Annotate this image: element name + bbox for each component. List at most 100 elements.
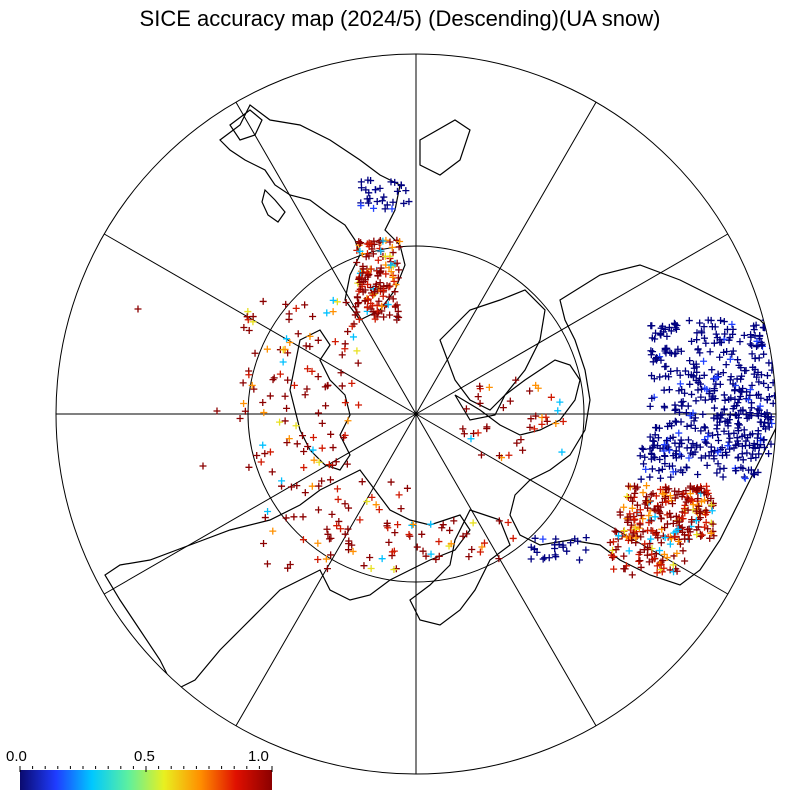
accuracy-marker bbox=[652, 354, 660, 362]
accuracy-marker bbox=[720, 405, 728, 413]
accuracy-marker bbox=[725, 438, 733, 446]
accuracy-marker bbox=[747, 331, 755, 339]
accuracy-marker bbox=[676, 451, 684, 459]
accuracy-marker bbox=[701, 438, 709, 446]
accuracy-marker bbox=[308, 367, 316, 375]
accuracy-marker bbox=[402, 187, 410, 195]
accuracy-marker bbox=[707, 519, 715, 527]
accuracy-marker bbox=[395, 266, 403, 274]
accuracy-marker bbox=[477, 451, 485, 459]
accuracy-marker bbox=[240, 399, 248, 407]
accuracy-marker bbox=[710, 455, 718, 463]
accuracy-marker bbox=[755, 450, 763, 458]
accuracy-marker bbox=[757, 371, 765, 379]
accuracy-marker bbox=[527, 415, 535, 423]
accuracy-marker bbox=[697, 454, 705, 462]
uk-coast bbox=[261, 188, 286, 223]
accuracy-marker bbox=[681, 367, 689, 375]
accuracy-marker bbox=[689, 440, 697, 448]
accuracy-marker bbox=[552, 420, 560, 428]
accuracy-marker bbox=[375, 506, 383, 514]
accuracy-marker bbox=[314, 373, 322, 381]
accuracy-marker bbox=[610, 565, 618, 573]
accuracy-marker bbox=[736, 338, 744, 346]
accuracy-marker bbox=[678, 493, 686, 501]
accuracy-marker bbox=[276, 418, 284, 426]
accuracy-marker bbox=[338, 382, 346, 390]
accuracy-marker bbox=[385, 293, 393, 301]
accuracy-marker bbox=[693, 486, 701, 494]
accuracy-marker bbox=[329, 444, 337, 452]
accuracy-marker bbox=[469, 519, 477, 527]
accuracy-marker bbox=[356, 516, 364, 524]
accuracy-marker bbox=[609, 546, 617, 554]
accuracy-marker bbox=[366, 195, 374, 203]
accuracy-marker bbox=[765, 321, 773, 329]
accuracy-marker bbox=[611, 527, 619, 535]
accuracy-marker bbox=[348, 379, 356, 387]
accuracy-marker bbox=[333, 485, 341, 493]
accuracy-marker bbox=[531, 534, 539, 542]
accuracy-marker bbox=[694, 386, 702, 394]
accuracy-marker bbox=[743, 449, 751, 457]
accuracy-marker bbox=[631, 515, 639, 523]
accuracy-marker bbox=[728, 350, 736, 358]
accuracy-marker bbox=[405, 198, 413, 206]
accuracy-marker bbox=[637, 511, 645, 519]
accuracy-marker bbox=[742, 367, 750, 375]
accuracy-marker bbox=[301, 489, 309, 497]
accuracy-marker bbox=[716, 338, 724, 346]
accuracy-marker bbox=[719, 369, 727, 377]
accuracy-marker bbox=[620, 565, 628, 573]
accuracy-marker bbox=[697, 393, 705, 401]
accuracy-marker bbox=[389, 273, 397, 281]
accuracy-marker bbox=[642, 497, 650, 505]
accuracy-marker bbox=[547, 393, 555, 401]
accuracy-marker bbox=[250, 385, 258, 393]
accuracy-marker bbox=[509, 534, 517, 542]
accuracy-marker bbox=[268, 468, 276, 476]
accuracy-marker bbox=[770, 321, 776, 329]
accuracy-marker bbox=[684, 436, 692, 444]
accuracy-marker bbox=[688, 516, 696, 524]
accuracy-marker bbox=[373, 301, 381, 309]
accuracy-marker bbox=[760, 379, 768, 387]
accuracy-marker bbox=[327, 534, 335, 542]
accuracy-marker bbox=[734, 356, 742, 364]
accuracy-marker bbox=[348, 541, 356, 549]
accuracy-marker bbox=[388, 205, 396, 213]
accuracy-marker bbox=[704, 316, 712, 324]
accuracy-marker bbox=[745, 466, 753, 474]
accuracy-marker bbox=[701, 424, 709, 432]
accuracy-marker bbox=[740, 473, 748, 481]
accuracy-marker bbox=[649, 348, 657, 356]
accuracy-marker bbox=[349, 547, 357, 555]
accuracy-marker bbox=[729, 325, 737, 333]
accuracy-marker bbox=[657, 539, 665, 547]
accuracy-marker bbox=[341, 431, 349, 439]
accuracy-marker bbox=[647, 347, 655, 355]
accuracy-marker bbox=[284, 376, 292, 384]
accuracy-marker bbox=[746, 340, 754, 348]
accuracy-marker bbox=[700, 423, 708, 431]
accuracy-marker bbox=[714, 431, 722, 439]
accuracy-marker bbox=[478, 543, 486, 551]
accuracy-marker bbox=[363, 240, 371, 248]
accuracy-marker bbox=[199, 462, 207, 470]
accuracy-marker bbox=[724, 422, 732, 430]
accuracy-marker bbox=[697, 427, 705, 435]
accuracy-marker bbox=[334, 495, 342, 503]
accuracy-marker bbox=[751, 332, 759, 340]
accuracy-marker bbox=[667, 367, 675, 375]
accuracy-marker bbox=[663, 437, 671, 445]
accuracy-marker bbox=[263, 560, 271, 568]
accuracy-marker bbox=[213, 407, 221, 415]
accuracy-marker bbox=[527, 555, 535, 563]
accuracy-marker bbox=[706, 534, 714, 542]
accuracy-marker bbox=[709, 520, 717, 528]
accuracy-marker bbox=[615, 532, 623, 540]
accuracy-marker bbox=[356, 239, 364, 247]
accuracy-marker bbox=[713, 469, 721, 477]
accuracy-marker bbox=[688, 390, 696, 398]
accuracy-marker bbox=[309, 434, 317, 442]
